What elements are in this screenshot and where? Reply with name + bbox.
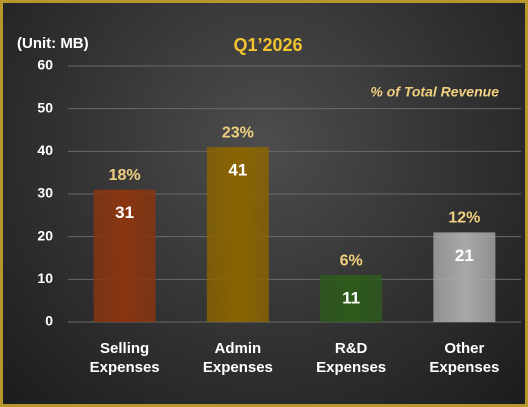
annotation: % of Total Revenue xyxy=(370,84,499,100)
percent-label: 18% xyxy=(109,167,141,184)
chart-title: Q1’2026 xyxy=(233,35,302,55)
y-tick-label: 0 xyxy=(45,313,53,329)
x-tick-label: Admin Expenses xyxy=(202,340,273,376)
y-tick-label: 30 xyxy=(37,185,53,201)
x-tick-label: Other Expenses xyxy=(429,340,500,376)
x-tick-label: R&D Expenses xyxy=(316,340,387,376)
bar xyxy=(320,275,383,322)
value-label: 31 xyxy=(115,203,134,222)
unit-label: (Unit: MB) xyxy=(17,35,89,52)
bar xyxy=(93,189,156,322)
y-tick-label: 20 xyxy=(37,227,53,243)
y-tick-label: 40 xyxy=(37,142,53,158)
value-label: 21 xyxy=(455,246,474,265)
y-tick-label: 50 xyxy=(37,99,53,115)
percent-label: 6% xyxy=(340,252,363,269)
x-tick-label: Selling Expenses xyxy=(89,340,160,376)
percent-label: 12% xyxy=(448,210,480,227)
chart: (Unit: MB) Q1’2026 % of Total Revenue 0 1… xyxy=(17,35,521,329)
percent-label: 23% xyxy=(222,124,254,141)
bar xyxy=(433,232,496,322)
value-label: 41 xyxy=(228,161,247,180)
y-tick-label: 60 xyxy=(37,57,53,73)
y-tick-label: 10 xyxy=(37,270,53,286)
bar xyxy=(206,147,269,322)
value-label: 11 xyxy=(342,289,360,308)
